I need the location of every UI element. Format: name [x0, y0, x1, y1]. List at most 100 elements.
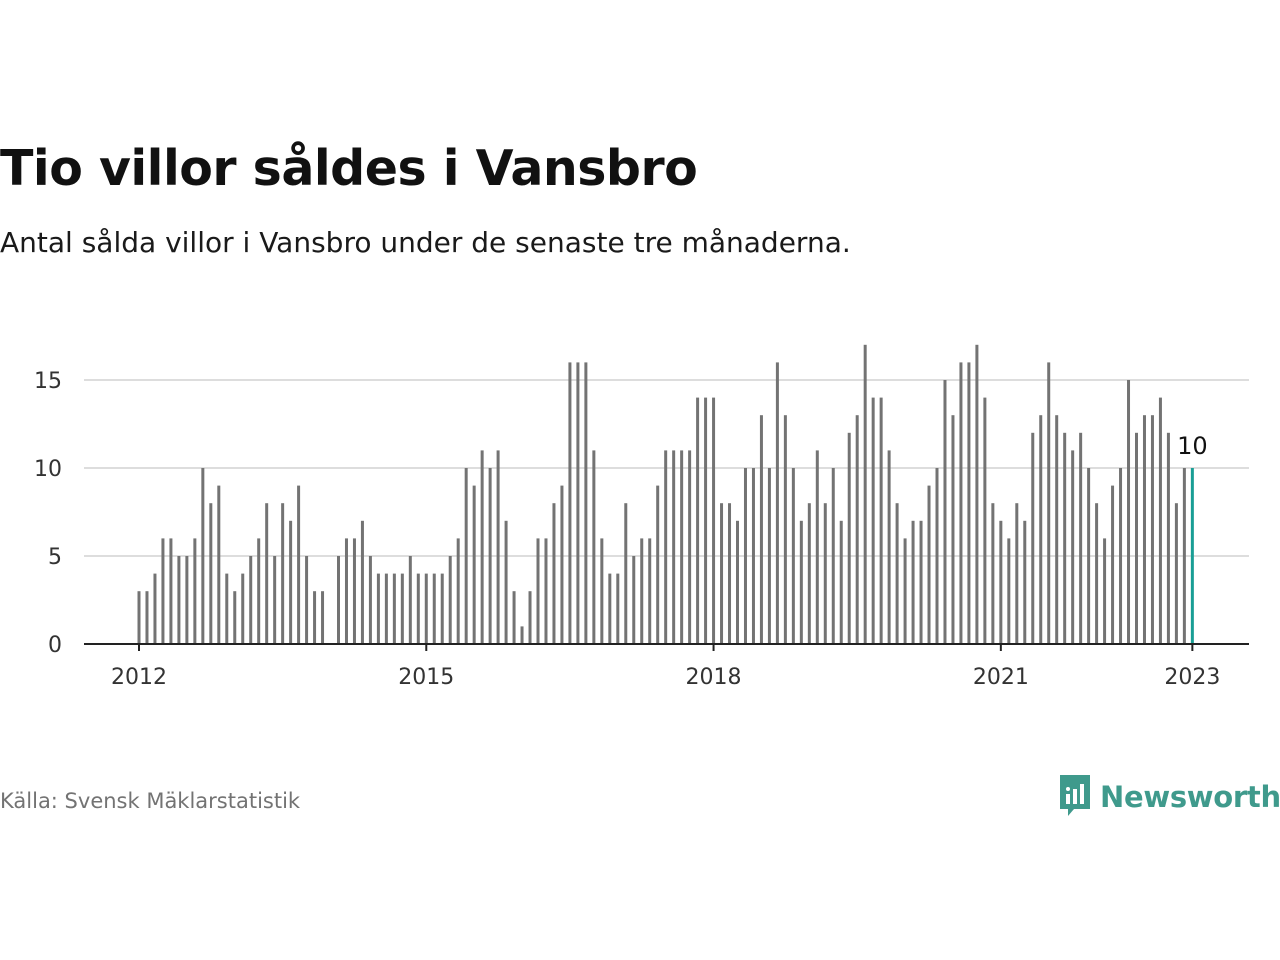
- bar: [656, 485, 660, 644]
- bar: [967, 362, 971, 644]
- bar: [384, 573, 388, 644]
- bar: [903, 538, 907, 644]
- bar: [831, 468, 835, 644]
- bar: [201, 468, 205, 644]
- x-tick-label: 2012: [111, 665, 167, 690]
- bar: [720, 503, 724, 644]
- bar: [959, 362, 963, 644]
- value-label-latest: 10: [1177, 432, 1208, 460]
- bar: [736, 520, 739, 644]
- bar: [807, 503, 811, 644]
- bar: [1047, 362, 1051, 644]
- bar: [759, 415, 763, 644]
- bar: [576, 362, 580, 644]
- bar: [1015, 503, 1019, 644]
- bar: [241, 573, 245, 644]
- bar: [1031, 432, 1035, 644]
- bar: [520, 626, 524, 644]
- bar: [616, 573, 620, 644]
- bar: [815, 450, 819, 644]
- bar: [1023, 520, 1027, 644]
- bar: [991, 503, 995, 644]
- bar: [488, 468, 492, 644]
- bar: [847, 432, 851, 644]
- bar: [879, 397, 883, 644]
- bar: [360, 520, 364, 644]
- newsworthy-logo-icon: [1058, 772, 1092, 822]
- bar: [337, 556, 340, 644]
- bar: [584, 362, 588, 644]
- bar: [688, 450, 692, 644]
- bar: [743, 468, 747, 644]
- bar-chart: 0 5 10 15 2012 2015 2018 2021 2023 10: [34, 344, 1249, 690]
- bar: [751, 468, 755, 644]
- bar: [1111, 485, 1115, 644]
- bars: [137, 344, 1194, 644]
- bar: [871, 397, 875, 644]
- bar: [1174, 503, 1178, 644]
- bar: [648, 538, 652, 644]
- bar: [704, 397, 708, 644]
- bar: [321, 591, 325, 644]
- bar: [632, 556, 636, 644]
- x-tick-label: 2015: [398, 665, 454, 690]
- bar: [305, 556, 309, 644]
- bar: [217, 485, 221, 644]
- bar: [919, 520, 923, 644]
- bar: [680, 450, 684, 644]
- bar: [456, 538, 460, 644]
- source-note: Källa: Svensk Mäklarstatistik: [0, 789, 301, 813]
- bar: [911, 520, 915, 644]
- bar: [799, 520, 803, 644]
- bar: [368, 556, 372, 644]
- bar: [624, 503, 628, 644]
- bar: [1166, 432, 1170, 644]
- bar: [177, 556, 181, 644]
- bar: [536, 538, 540, 644]
- bar: [185, 556, 189, 644]
- y-tick-label: 10: [34, 457, 62, 482]
- bar: [1087, 468, 1091, 644]
- bar: [640, 538, 644, 644]
- bar: [512, 591, 516, 644]
- bar: [544, 538, 548, 644]
- bar: [1135, 432, 1138, 644]
- bar: [560, 485, 564, 644]
- bar: [592, 450, 596, 644]
- bar: [728, 503, 732, 644]
- bar: [951, 415, 955, 644]
- bar: [568, 362, 572, 644]
- bar: [352, 538, 356, 644]
- bar: [265, 503, 269, 644]
- bar: [193, 538, 197, 644]
- bar: [863, 344, 867, 644]
- bar: [608, 573, 612, 644]
- bar: [1103, 538, 1107, 644]
- bar: [249, 556, 253, 644]
- bar: [496, 450, 500, 644]
- bar: [344, 538, 348, 644]
- bar: [775, 362, 779, 644]
- bar: [943, 380, 947, 644]
- chart-title: Tio villor såldes i Vansbro: [0, 140, 698, 197]
- bar: [504, 520, 508, 644]
- bar-highlight: [1190, 468, 1194, 644]
- bar: [672, 450, 676, 644]
- bar: [1142, 415, 1146, 644]
- bar: [145, 591, 149, 644]
- y-axis: 0 5 10 15: [34, 369, 62, 658]
- bar: [712, 397, 716, 644]
- bar: [528, 591, 532, 644]
- bar: [472, 485, 476, 644]
- bar: [432, 573, 436, 644]
- bar: [1182, 468, 1186, 644]
- bar: [1158, 397, 1162, 644]
- bar: [233, 591, 237, 644]
- bar: [1079, 432, 1083, 644]
- bar: [297, 485, 301, 644]
- bar: [480, 450, 484, 644]
- bar: [1150, 415, 1154, 644]
- bar: [225, 573, 229, 644]
- bar: [1039, 415, 1043, 644]
- bar: [209, 503, 213, 644]
